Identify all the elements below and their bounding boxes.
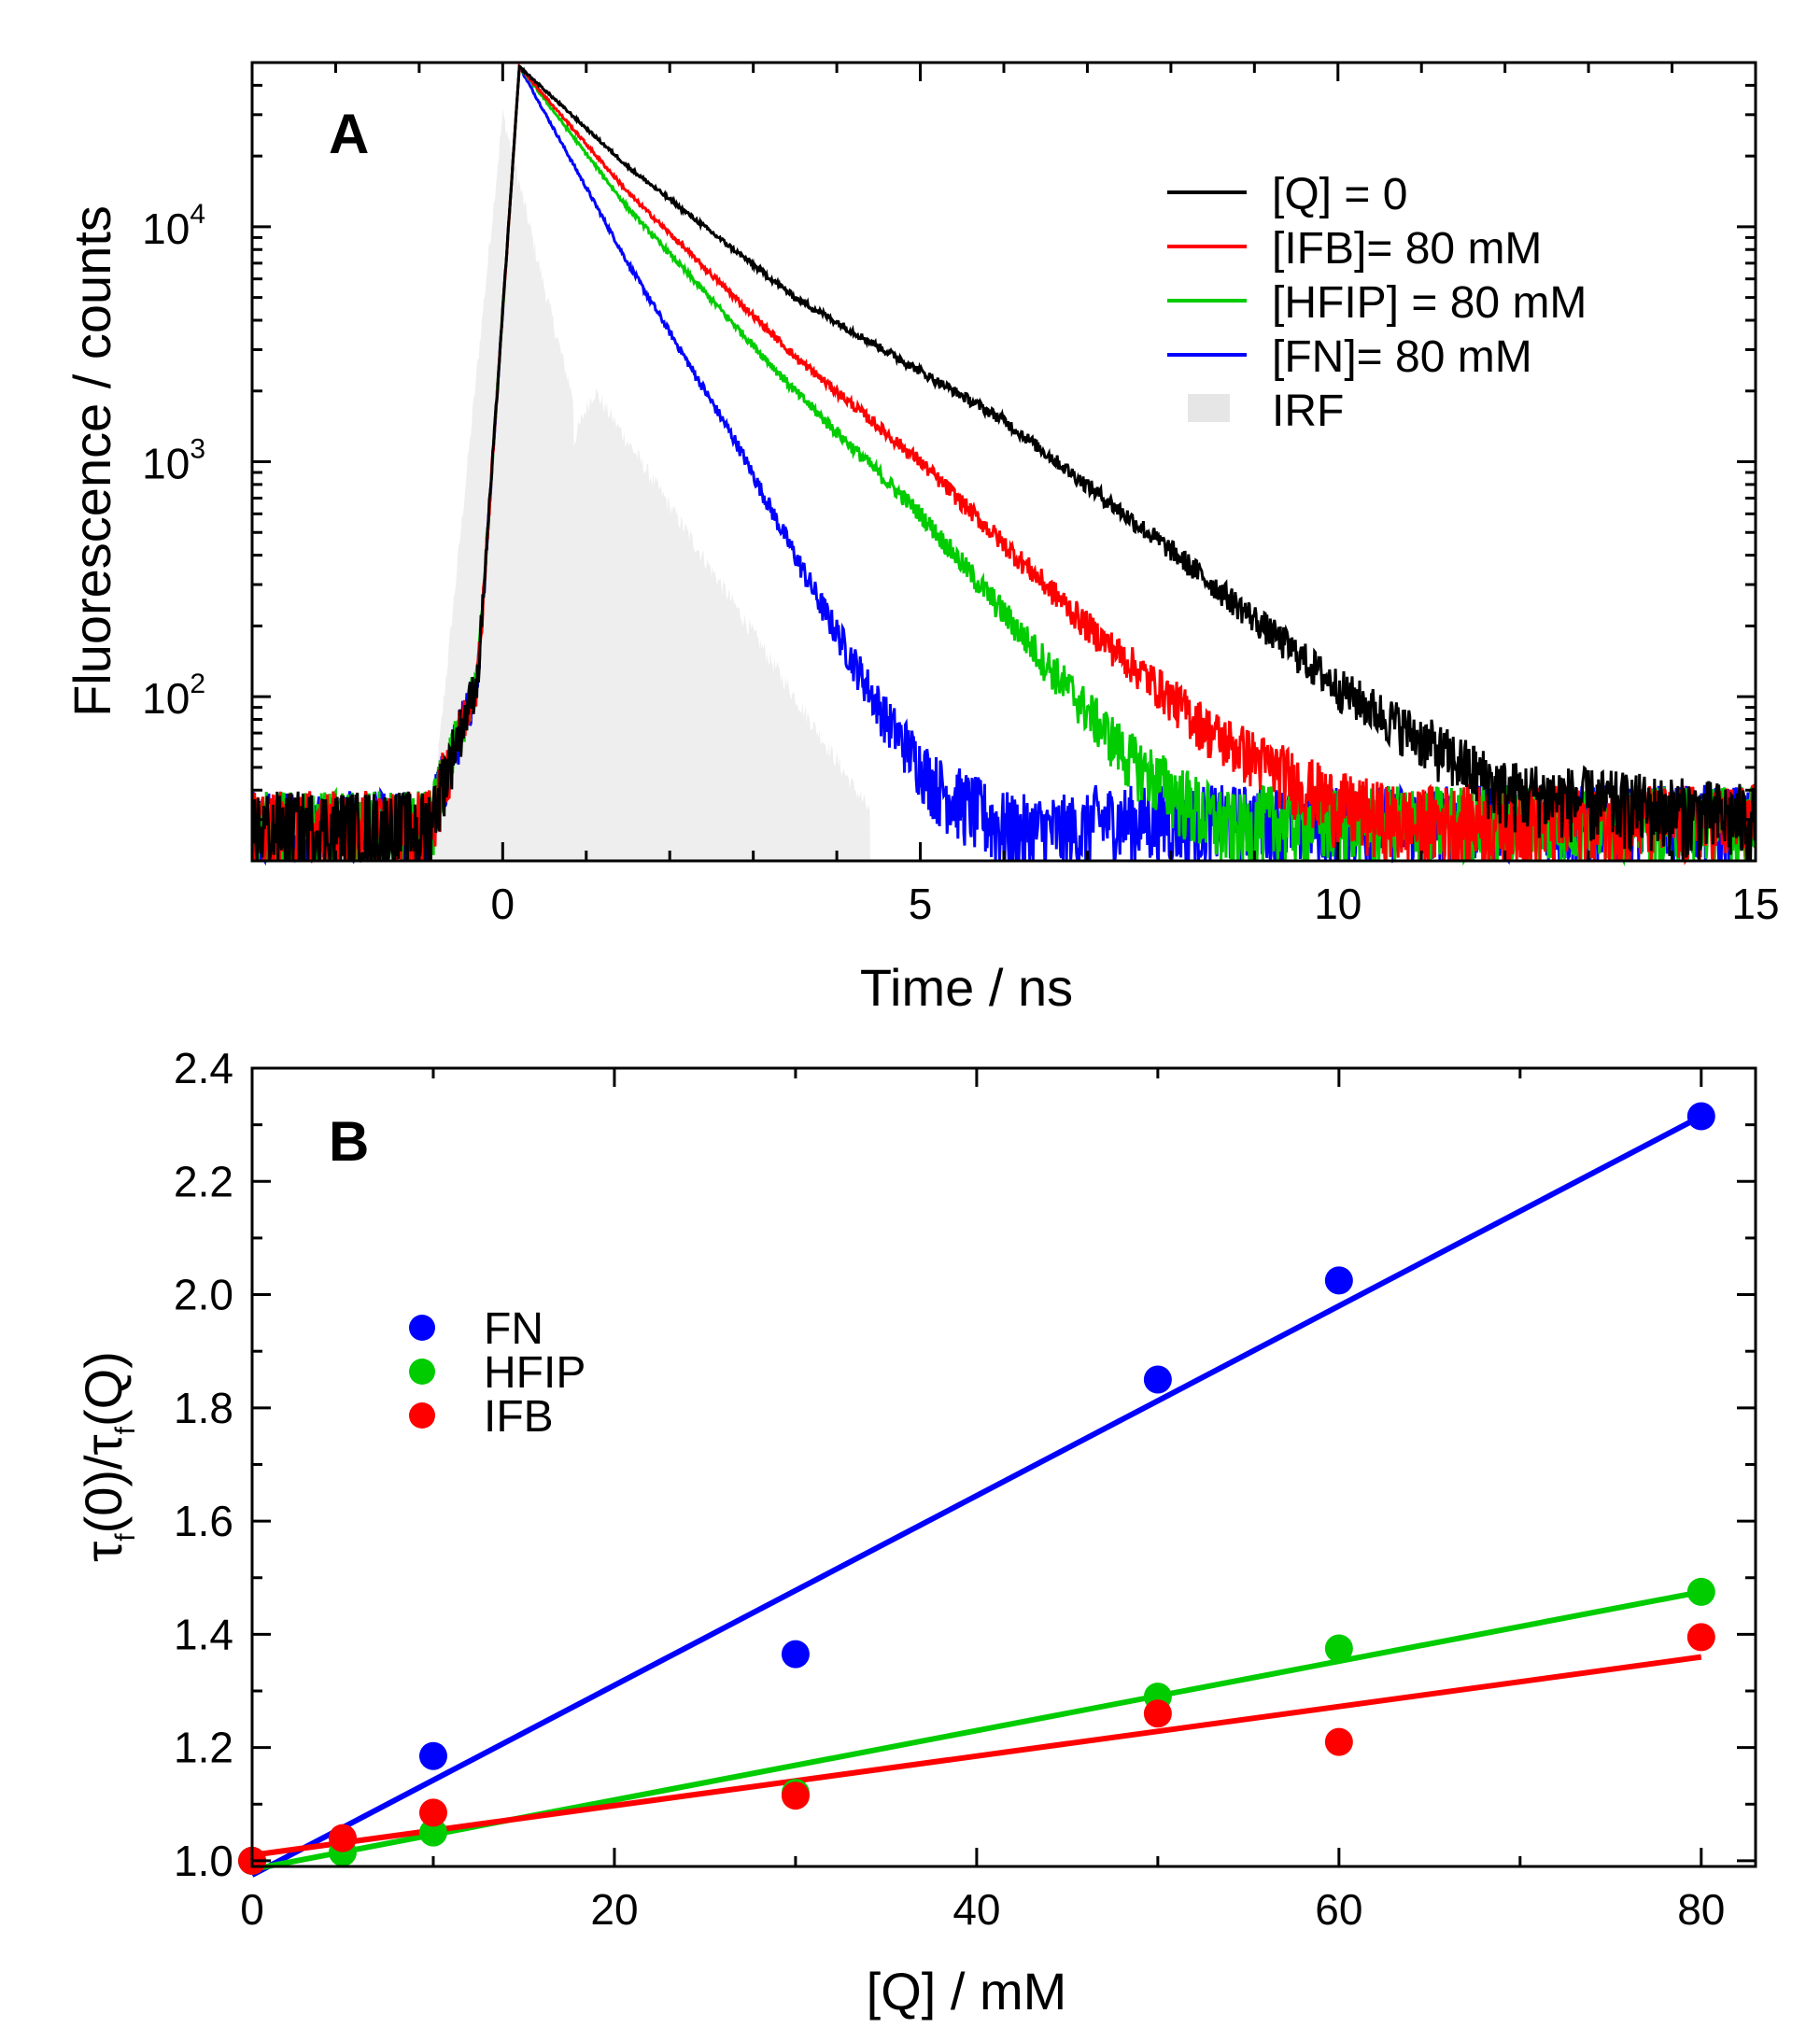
panel-a-x-axis-title: Time / ns bbox=[860, 958, 1073, 1017]
legend-label-3: [FN]= 80 mM bbox=[1272, 332, 1532, 382]
x-tick-label: 0 bbox=[240, 1885, 264, 1934]
panel-a-chart: 0 5 10 15 104 103 102 A Time / ns Fluorescenc… bbox=[63, 61, 1780, 1017]
y-tick-label: 103 bbox=[142, 434, 205, 488]
legend-marker-fn bbox=[409, 1315, 435, 1341]
fit-line-fn bbox=[250, 1113, 1703, 1878]
x-tick-label: 60 bbox=[1315, 1885, 1362, 1934]
data-point-ifb bbox=[1143, 1699, 1172, 1728]
legend-label-ifb: IFB bbox=[484, 1392, 554, 1442]
panel-b-x-tick-labels: 0 20 40 60 80 bbox=[240, 1885, 1725, 1934]
decay-curve-0 bbox=[250, 64, 1757, 863]
legend-label-1: [IFB]= 80 mM bbox=[1272, 224, 1542, 274]
data-point-ifb bbox=[1686, 1623, 1715, 1652]
panel-b-fit-lines bbox=[250, 1113, 1703, 1878]
panel-a-legend: [Q] = 0 [IFB]= 80 mM[HFIP] = 80 mM[FN]= 8… bbox=[1167, 170, 1587, 436]
panel-a-y-tick-labels: 104 103 102 bbox=[142, 199, 205, 723]
legend-label-fn: FN bbox=[484, 1304, 543, 1354]
panel-b-plot-frame bbox=[250, 1066, 1757, 1868]
y-tick-label: 102 bbox=[142, 669, 205, 723]
data-point-fn bbox=[1143, 1365, 1172, 1394]
x-tick-label: 20 bbox=[590, 1885, 638, 1934]
panel-b-x-axis-title: [Q] / mM bbox=[867, 1962, 1067, 2021]
x-tick-label: 15 bbox=[1731, 880, 1779, 928]
x-tick-label: 80 bbox=[1677, 1885, 1725, 1934]
panel-a-irf-area bbox=[431, 107, 870, 861]
legend-marker-ifb bbox=[409, 1402, 435, 1429]
y-tick-label: 2.4 bbox=[174, 1044, 233, 1092]
y-tick-label: 2.2 bbox=[174, 1157, 233, 1205]
legend-label-hfip: HFIP bbox=[484, 1348, 586, 1398]
data-point-fn bbox=[781, 1640, 810, 1669]
data-point-fn bbox=[1686, 1102, 1715, 1131]
data-point-hfip bbox=[418, 1818, 447, 1847]
data-point-ifb bbox=[781, 1781, 810, 1810]
panel-b-y-tick-labels: 1.0 1.2 1.4 1.6 1.8 2.0 2.2 2.4 bbox=[174, 1044, 233, 1885]
panel-b-chart: 0 20 40 60 80 1.0 1.2 1.4 1.6 1.8 2.0 2.2 2.4 B [Q]… bbox=[74, 1044, 1757, 2021]
y-title-end: (Q) bbox=[74, 1351, 133, 1427]
y-title-sub-1: f bbox=[110, 1533, 141, 1542]
panel-b-ticks bbox=[250, 1066, 1756, 1866]
data-point-ifb bbox=[328, 1824, 357, 1852]
panel-b-letter: B bbox=[329, 1110, 369, 1173]
legend-label-2: [HFIP] = 80 mM bbox=[1272, 278, 1587, 328]
y-tick-label: 2.0 bbox=[174, 1271, 233, 1319]
data-point-hfip bbox=[1686, 1577, 1715, 1606]
panel-a-y-axis-title: Fluorescence / counts bbox=[63, 205, 121, 717]
y-tick-label: 104 bbox=[142, 199, 205, 253]
data-point-ifb bbox=[1324, 1727, 1353, 1756]
x-tick-label: 0 bbox=[491, 880, 515, 928]
y-tick-label: 1.6 bbox=[174, 1497, 233, 1545]
data-point-hfip bbox=[1324, 1634, 1353, 1663]
data-point-fn bbox=[418, 1741, 447, 1770]
panel-b-y-axis-title: τf(0)/τf(Q) bbox=[74, 1351, 141, 1562]
y-tick-label: 1.4 bbox=[174, 1610, 233, 1658]
fit-line-ifb bbox=[251, 1654, 1702, 1858]
legend-swatch-irf bbox=[1188, 394, 1230, 422]
x-tick-label: 5 bbox=[909, 880, 933, 928]
panel-b-points bbox=[238, 1102, 1715, 1875]
y-title-tau-2: τ bbox=[74, 1434, 133, 1455]
data-point-fn bbox=[1324, 1266, 1353, 1295]
data-point-ifb bbox=[418, 1798, 447, 1827]
y-title-mid: (0)/ bbox=[74, 1455, 133, 1533]
irf-area-shape bbox=[431, 107, 870, 861]
y-tick-label: 1.2 bbox=[174, 1724, 233, 1772]
y-title-tau-1: τ bbox=[74, 1542, 133, 1562]
y-tick-label: 1.8 bbox=[174, 1384, 233, 1432]
legend-label-irf: IRF bbox=[1272, 387, 1344, 436]
panel-a-letter: A bbox=[329, 103, 369, 165]
legend-marker-hfip bbox=[409, 1359, 435, 1385]
x-tick-label: 40 bbox=[952, 1885, 1000, 1934]
legend-label-0: [Q] = 0 bbox=[1272, 170, 1407, 219]
panel-a-ticks bbox=[252, 61, 1757, 863]
y-title-sub-2: f bbox=[110, 1426, 141, 1434]
x-tick-label: 10 bbox=[1314, 880, 1361, 928]
panel-a-x-tick-labels: 0 5 10 15 bbox=[491, 880, 1780, 928]
y-tick-label: 1.0 bbox=[174, 1837, 233, 1885]
